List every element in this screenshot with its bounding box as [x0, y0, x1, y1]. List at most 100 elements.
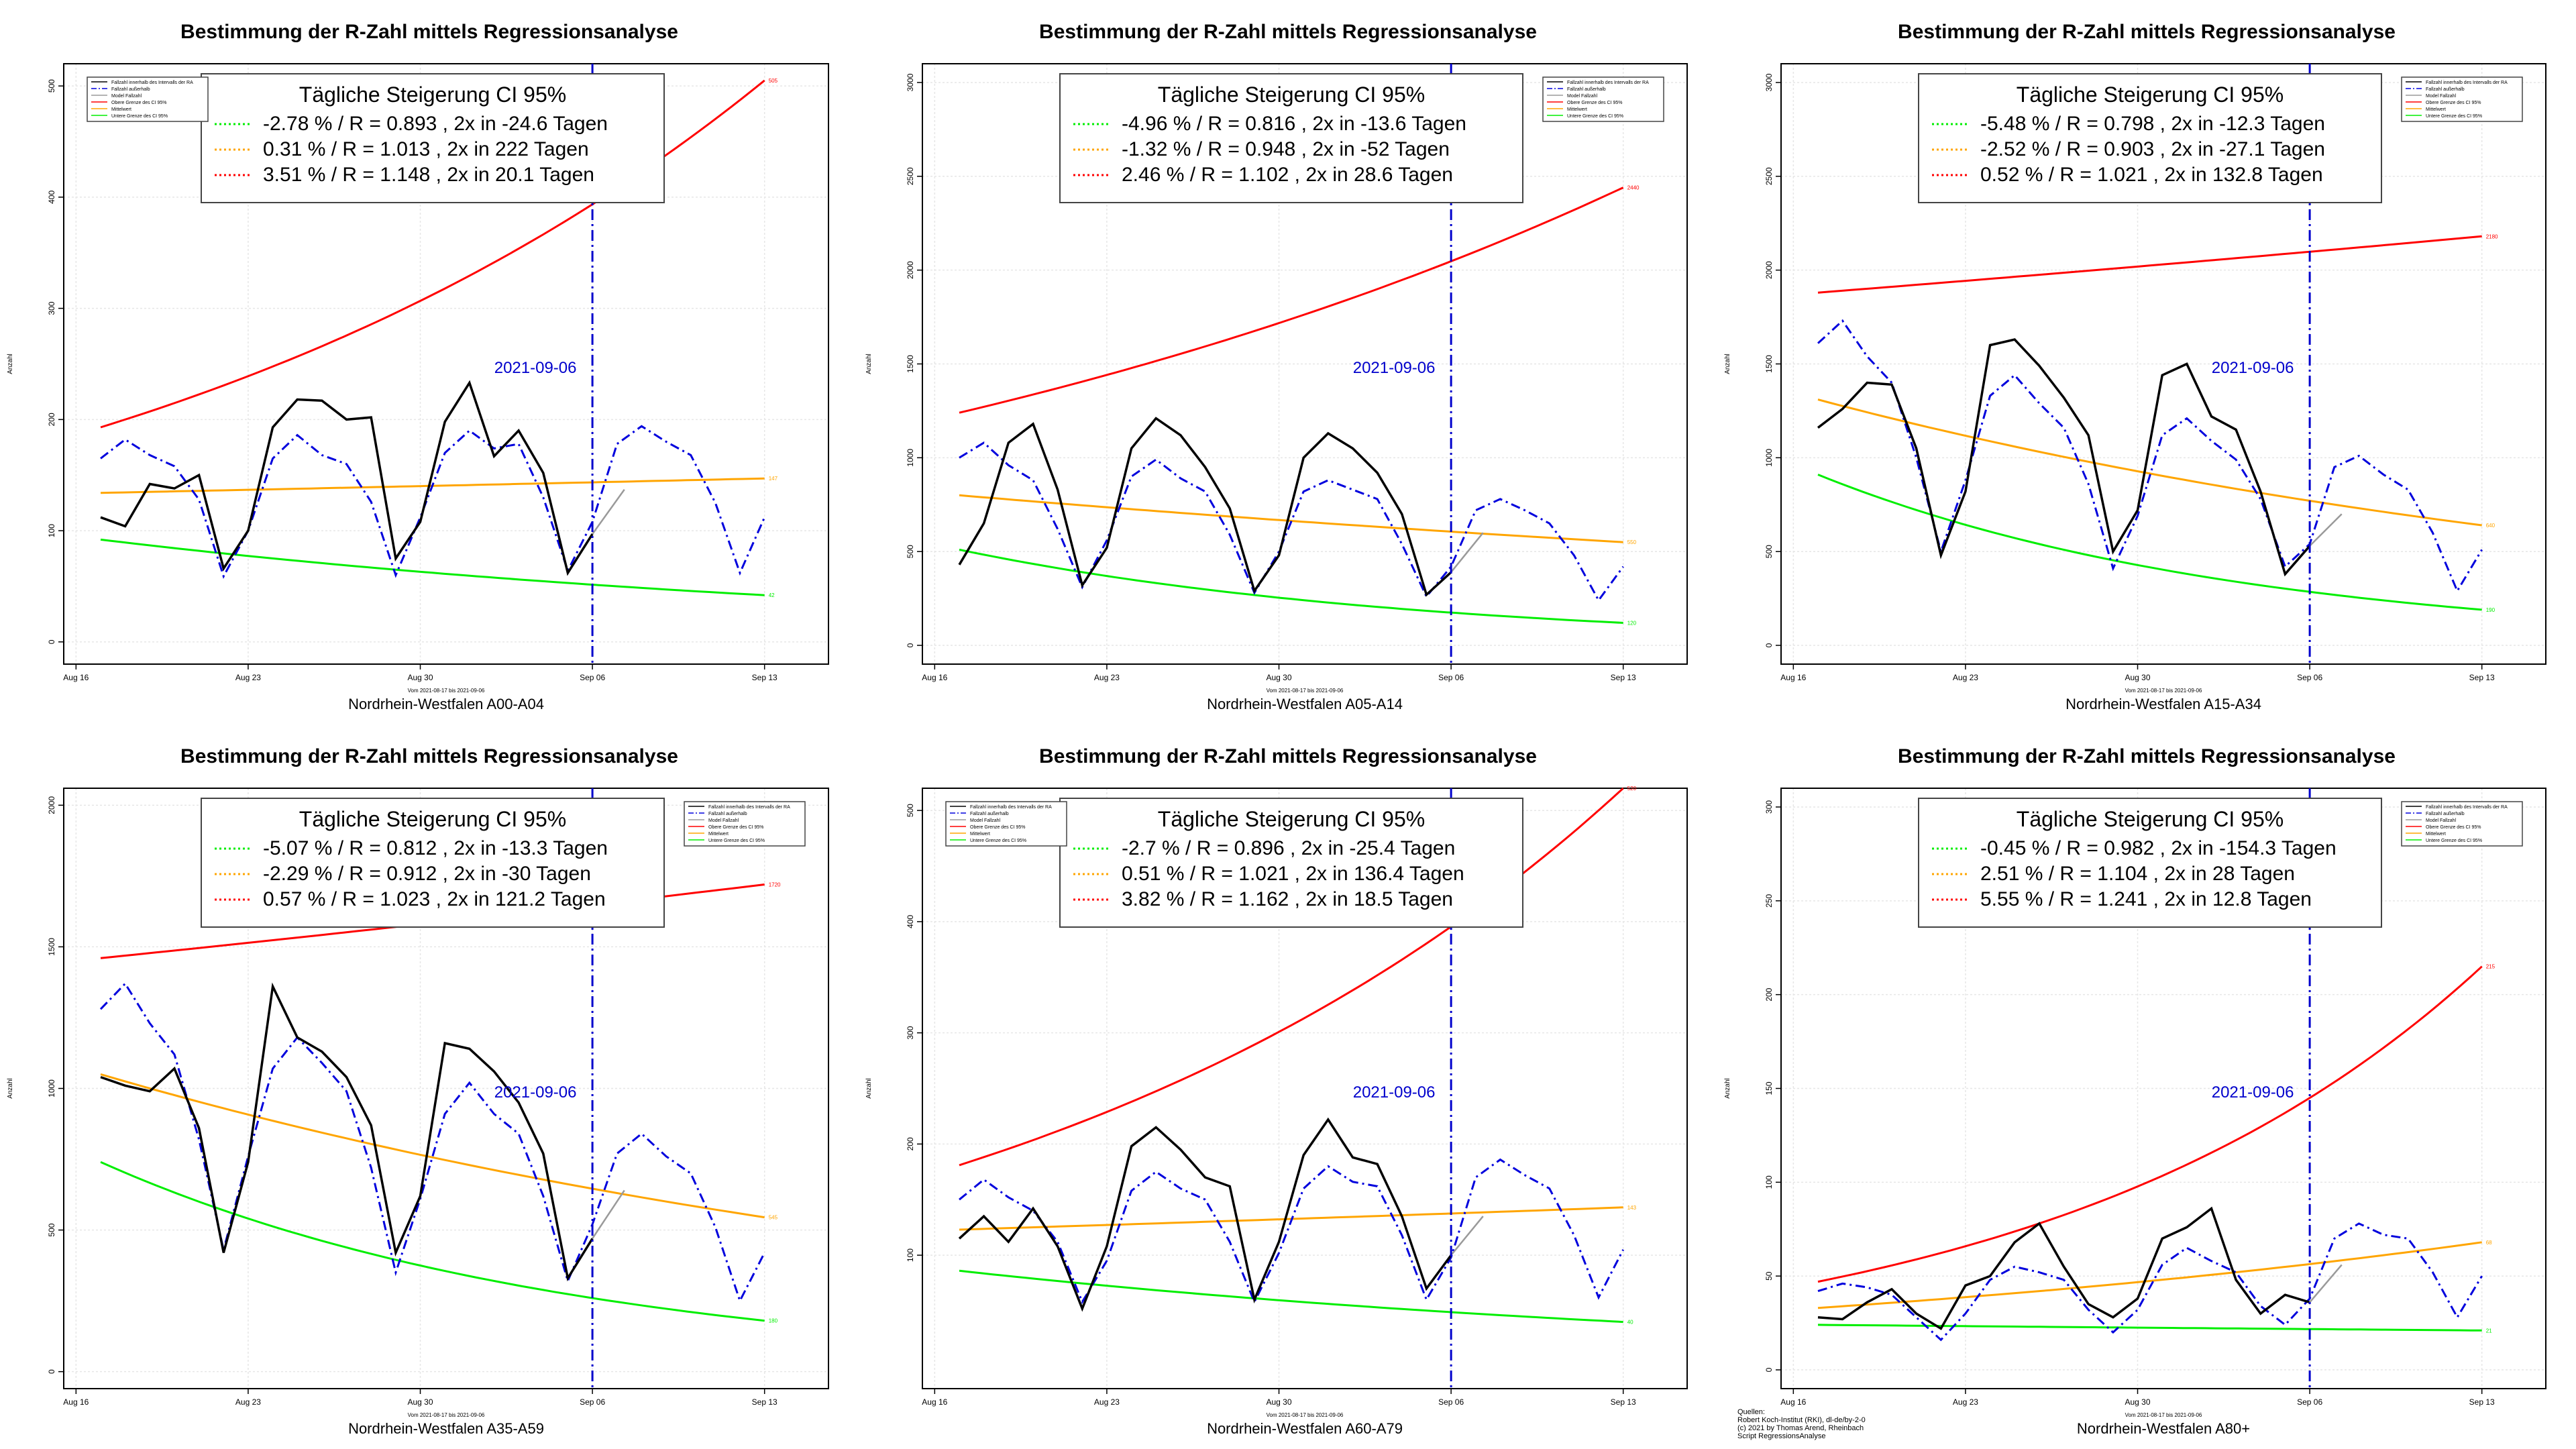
series-fallzahl-auto — [99, 981, 766, 1303]
lower-ci-line — [959, 1269, 1623, 1324]
legend: Fallzahl innerhalb des Intervalls der RA… — [684, 801, 806, 847]
y-tick-label: 100 — [47, 524, 56, 537]
series-modell — [592, 489, 625, 535]
y-tick-label: 0 — [47, 1369, 56, 1374]
x-tick-label: Aug 30 — [407, 1397, 433, 1407]
legend-label: Obere Grenze des CI 95% — [708, 825, 764, 830]
y-tick-label: 1500 — [47, 938, 56, 956]
legend-label: Untere Grenze des CI 95% — [2426, 839, 2482, 843]
legend: Fallzahl innerhalb des Intervalls der RA… — [2401, 801, 2523, 847]
x-tick-label: Sep 06 — [580, 1397, 605, 1407]
source-note-line: Quellen: — [1737, 1408, 1765, 1416]
ci-line-text: 0.57 % / R = 1.023 , 2x in 121.2 Tagen — [263, 888, 606, 910]
legend-label: Model Fallzahl — [970, 818, 1001, 823]
ci-line-text: -2.7 % / R = 0.896 , 2x in -25.4 Tagen — [1122, 837, 1455, 859]
y-tick-label: 150 — [1764, 1081, 1774, 1095]
x-sub-label: Vom 2021-08-17 bis 2021-09-06 — [1267, 688, 1344, 694]
legend-label: Mittelwert — [970, 832, 990, 837]
lower-ci-line — [1817, 1324, 2482, 1332]
source-note-line: (c) 2021 by Thomas Arend, Rheinbach — [1737, 1424, 1864, 1432]
y-tick-label: 1000 — [1764, 449, 1774, 467]
y-tick-label: 500 — [906, 545, 915, 558]
x-tick-label: Aug 16 — [922, 673, 947, 682]
legend-label: Untere Grenze des CI 95% — [2426, 114, 2482, 119]
ci-box: Tägliche Steigerung CI 95% -4.96 % / R = … — [1059, 73, 1523, 203]
legend-label: Mittelwert — [1567, 107, 1587, 112]
curve-end-label: 520 — [1627, 786, 1637, 792]
ci-box-frame — [201, 73, 665, 203]
ci-line-text: 2.51 % / R = 1.104 , 2x in 28 Tagen — [1980, 863, 2295, 885]
legend-frame — [945, 801, 1067, 847]
y-tick-label: 400 — [906, 915, 915, 928]
y-axis-label: Anzahl — [1724, 354, 1731, 374]
y-tick-label: 500 — [906, 804, 915, 817]
y-tick-label: 300 — [1764, 800, 1774, 814]
series-fallzahl — [1817, 338, 2311, 577]
y-tick-label: 0 — [1764, 643, 1774, 647]
legend-label: Untere Grenze des CI 95% — [970, 839, 1026, 843]
series-fallzahl — [100, 982, 594, 1282]
curve-end-label: 180 — [769, 1318, 778, 1324]
curve-end-label: 545 — [769, 1215, 778, 1221]
y-axis-label: Anzahl — [7, 1078, 14, 1099]
legend-label: Model Fallzahl — [2426, 94, 2457, 99]
ci-box: Tägliche Steigerung CI 95% -0.45 % / R = … — [1918, 798, 2382, 928]
x-tick-label: Aug 23 — [235, 1397, 261, 1407]
ci-box-title: Tägliche Steigerung CI 95% — [1158, 807, 1425, 831]
legend-frame — [2401, 801, 2523, 847]
x-tick-label: Aug 30 — [1266, 673, 1291, 682]
ci-box-title: Tägliche Steigerung CI 95% — [299, 83, 566, 107]
x-tick-label: Sep 13 — [1611, 1397, 1636, 1407]
x-sub-label: Vom 2021-08-17 bis 2021-09-06 — [2125, 688, 2202, 694]
x-axis-label: Nordrhein-Westfalen A05-A14 — [1207, 696, 1403, 712]
x-tick-label: Aug 30 — [2125, 1397, 2150, 1407]
x-tick-label: Aug 30 — [1266, 1397, 1291, 1407]
y-tick-label: 3000 — [906, 73, 915, 91]
ci-box: Tägliche Steigerung CI 95% -5.48 % / R = … — [1918, 73, 2382, 203]
y-tick-label: 200 — [1764, 987, 1774, 1001]
lower-ci-line — [1817, 474, 2482, 611]
ci-line-text: -1.32 % / R = 0.948 , 2x in -52 Tagen — [1122, 138, 1450, 160]
x-tick-label: Aug 16 — [63, 673, 89, 682]
ci-box-frame — [1918, 798, 2382, 928]
curve-end-label: 550 — [1627, 539, 1637, 545]
lower-ci-line — [959, 548, 1623, 624]
chart-panel: Bestimmung der R-Zahl mittels Regression… — [7, 21, 829, 712]
y-tick-label: 300 — [906, 1026, 915, 1039]
y-tick-label: 300 — [47, 301, 56, 315]
chart-title: Bestimmung der R-Zahl mittels Regression… — [180, 21, 678, 43]
series-modell — [592, 1189, 625, 1239]
series-modell — [2309, 1264, 2343, 1303]
legend: Fallzahl innerhalb des Intervalls der RA… — [87, 76, 209, 122]
ci-line-text: -5.07 % / R = 0.812 , 2x in -13.3 Tagen — [263, 837, 608, 859]
curve-end-label: 120 — [1627, 620, 1637, 626]
x-tick-label: Aug 30 — [2125, 673, 2150, 682]
legend-label: Mittelwert — [708, 832, 729, 837]
series-modell — [1450, 1216, 1484, 1256]
source-note-line: Robert Koch-Institut (RKI), dl-de/by-2-0 — [1737, 1416, 1866, 1424]
legend-label: Fallzahl innerhalb des Intervalls der RA — [111, 80, 193, 85]
y-tick-label: 2000 — [906, 261, 915, 279]
legend-label: Fallzahl außerhalb — [111, 87, 150, 92]
chart-title: Bestimmung der R-Zahl mittels Regression… — [180, 745, 678, 767]
x-tick-label: Sep 06 — [1438, 673, 1464, 682]
series-fallzahl-auto — [959, 441, 1624, 602]
y-tick-label: 0 — [47, 639, 56, 644]
y-tick-label: 200 — [47, 413, 56, 426]
ci-line-text: 0.31 % / R = 1.013 , 2x in 222 Tagen — [263, 138, 589, 160]
x-axis-label: Nordrhein-Westfalen A00-A04 — [348, 696, 544, 712]
curve-end-label: 40 — [1627, 1320, 1633, 1326]
x-tick-label: Aug 23 — [1094, 1397, 1120, 1407]
legend-label: Fallzahl außerhalb — [2426, 87, 2465, 92]
x-tick-label: Sep 06 — [580, 673, 605, 682]
chart-panel: Bestimmung der R-Zahl mittels Regression… — [865, 745, 1688, 1437]
legend-frame — [87, 76, 209, 122]
chart-title: Bestimmung der R-Zahl mittels Regression… — [1039, 745, 1537, 767]
legend: Fallzahl innerhalb des Intervalls der RA… — [945, 801, 1067, 847]
ci-line-text: -2.52 % / R = 0.903 , 2x in -27.1 Tagen — [1980, 138, 2325, 160]
ci-line-text: 0.51 % / R = 1.021 , 2x in 136.4 Tagen — [1122, 863, 1464, 885]
lower-ci-line — [100, 538, 765, 596]
legend-label: Obere Grenze des CI 95% — [1567, 101, 1623, 105]
mean-line — [1817, 1241, 2482, 1309]
legend-label: Obere Grenze des CI 95% — [970, 825, 1026, 830]
